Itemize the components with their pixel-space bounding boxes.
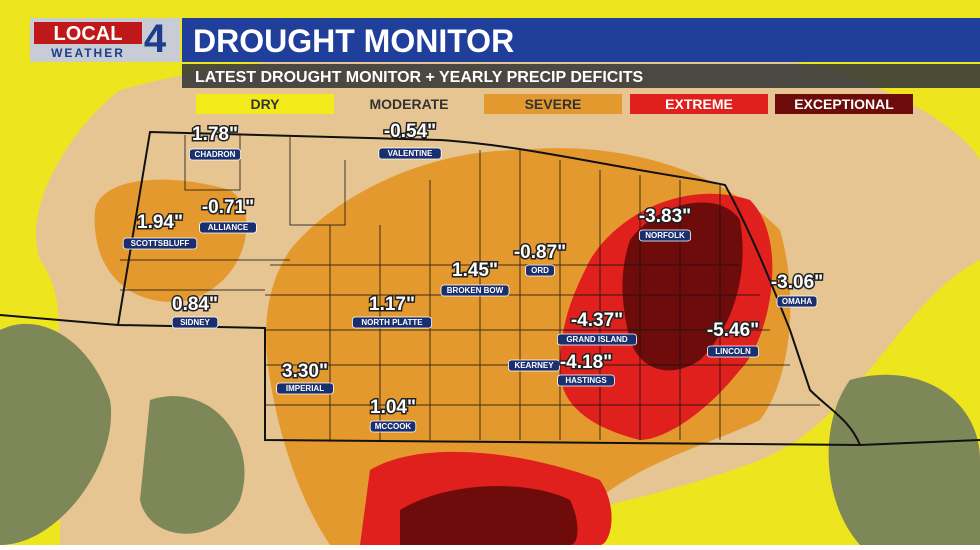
city-tag	[440, 284, 510, 297]
city-name: OMAHA	[782, 297, 812, 306]
city-tag	[199, 221, 257, 234]
city-tag	[378, 147, 442, 160]
legend-swatch	[484, 94, 622, 114]
legend-label: EXTREME	[665, 96, 733, 112]
city-value: 3.30"	[282, 361, 328, 382]
city-value: 1.78"	[192, 124, 238, 145]
city-tag	[276, 382, 334, 395]
logo-red	[34, 22, 142, 44]
legend-label: EXCEPTIONAL	[794, 96, 894, 112]
city-value: 1.94"	[137, 212, 183, 233]
city-value: -3.06"	[771, 272, 823, 293]
city-value: 1.17"	[369, 294, 415, 315]
subtitle-bar	[182, 64, 980, 88]
title: DROUGHT MONITOR	[193, 23, 514, 59]
logo: LOCAL 4 WEATHER	[30, 17, 180, 62]
city-name: IMPERIAL	[286, 384, 324, 393]
city-tag	[171, 316, 219, 329]
city-name: NORFOLK	[645, 231, 685, 240]
city-name: HASTINGS	[565, 376, 607, 385]
exceptional-area	[622, 202, 743, 371]
city-name: MCCOOK	[375, 422, 412, 431]
city-value: 0.84"	[172, 294, 218, 315]
cities: 1.78" CHADRON -0.54" VALENTINE 1.94" SCOTTSBL…	[122, 120, 825, 433]
terrain-patch	[0, 323, 112, 545]
city-value: -4.37"	[571, 310, 623, 331]
subtitle: LATEST DROUGHT MONITOR + YEARLY PRECIP D…	[195, 69, 644, 86]
county-lines	[120, 135, 820, 440]
city-name: VALENTINE	[388, 149, 433, 158]
logo-line1: LOCAL	[54, 23, 123, 45]
legend-swatch	[340, 94, 478, 114]
city-name: SCOTTSBLUFF	[131, 239, 190, 248]
city-value: -4.18"	[560, 352, 612, 373]
city-tag	[639, 229, 692, 242]
city-value: -0.54"	[384, 121, 436, 142]
city-name: ORD	[531, 266, 549, 275]
city-value: 1.04"	[370, 397, 416, 418]
city-tag	[122, 237, 198, 250]
city-name: ALLIANCE	[208, 223, 249, 232]
city-tag	[776, 295, 818, 308]
legend-label: SEVERE	[525, 96, 582, 112]
city-name: LINCOLN	[715, 347, 751, 356]
city-tag	[369, 420, 417, 433]
title-bar	[182, 18, 980, 62]
city-name: SIDNEY	[180, 318, 210, 327]
legend-label: MODERATE	[369, 96, 448, 112]
city-value: 1.45"	[452, 260, 498, 281]
city-tag	[188, 148, 241, 161]
city-tag	[707, 345, 760, 358]
legend-swatch	[630, 94, 768, 114]
city-name: NORTH PLATTE	[361, 318, 423, 327]
city-name: KEARNEY	[514, 361, 554, 370]
city-name: CHADRON	[195, 150, 236, 159]
city-tag	[507, 359, 560, 372]
state-border	[0, 130, 980, 447]
city-tag	[557, 333, 638, 346]
city-value: -0.71"	[202, 197, 254, 218]
city-tag	[525, 264, 555, 277]
legend-label: DRY	[250, 96, 280, 112]
legend-swatch	[196, 94, 334, 114]
legend-swatch	[775, 94, 913, 114]
terrain-patch	[828, 374, 980, 545]
logo-number: 4	[144, 17, 167, 61]
city-value: -0.87"	[514, 242, 566, 263]
exceptional-area	[400, 486, 578, 545]
logo-line2: WEATHER	[51, 46, 125, 60]
legend: DRY MODERATE SEVERE EXTREME EXCEPTIONAL	[196, 94, 913, 114]
terrain-patch	[140, 396, 245, 534]
city-name: BROKEN BOW	[447, 286, 504, 295]
city-tag	[557, 374, 615, 387]
city-value: -5.46"	[707, 320, 759, 341]
city-tag	[351, 316, 432, 329]
city-name: GRAND ISLAND	[566, 335, 628, 344]
city-value: -3.83"	[639, 206, 691, 227]
